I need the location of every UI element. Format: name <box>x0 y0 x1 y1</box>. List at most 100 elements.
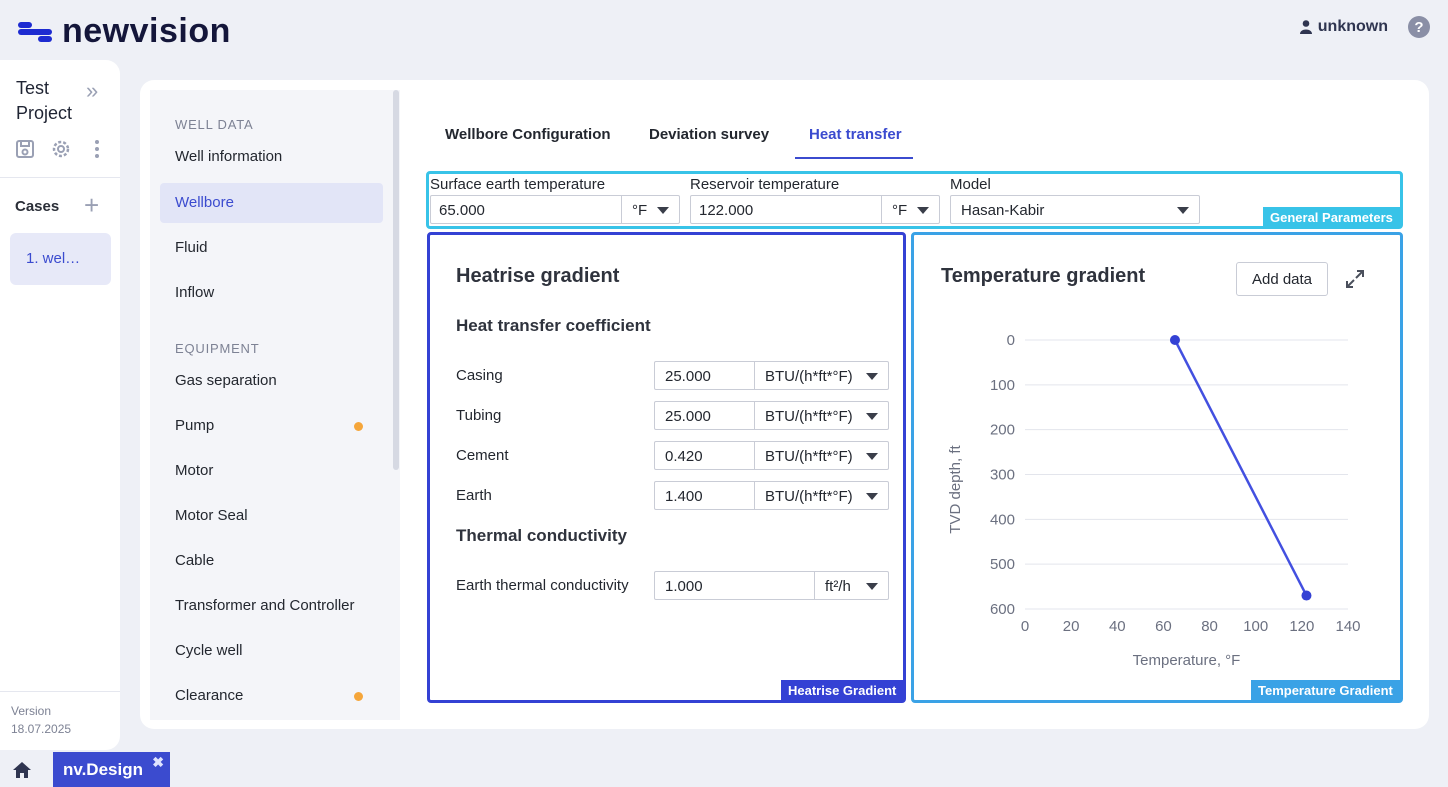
user-name: unknown <box>1317 18 1388 35</box>
x-axis-label: Temperature, °F <box>1133 652 1241 669</box>
app-tab-nv-design[interactable]: nv.Design ✖ <box>53 752 170 787</box>
tubing-coefficient-field[interactable]: 25.000 BTU/(h*ft*°F) <box>654 401 889 430</box>
earth-coefficient-field[interactable]: 1.400 BTU/(h*ft*°F) <box>654 481 889 510</box>
model-value: Hasan-Kabir <box>961 202 1045 219</box>
reservoir-temperature-unit: °F <box>892 202 908 219</box>
tubing-coefficient-value: 25.000 <box>665 408 711 425</box>
save-icon[interactable] <box>14 138 36 160</box>
nav-section-well-data: WELL DATA <box>175 117 254 132</box>
tubing-label: Tubing <box>456 407 502 424</box>
case-item[interactable]: 1. wel… <box>10 233 111 285</box>
y-tick-label: 200 <box>990 422 1015 439</box>
add-data-button[interactable]: Add data <box>1236 262 1328 296</box>
tubing-unit: BTU/(h*ft*°F) <box>765 408 853 425</box>
surface-temperature-unit-select[interactable]: °F <box>621 196 679 223</box>
heatrise-gradient-badge: Heatrise Gradient <box>781 680 904 701</box>
home-icon[interactable] <box>0 752 44 787</box>
temperature-gradient-title: Temperature gradient <box>941 265 1146 287</box>
surface-temperature-field[interactable]: 65.000 °F <box>430 195 680 224</box>
chevron-down-icon <box>917 207 929 214</box>
close-tab-icon[interactable]: ✖ <box>152 754 164 770</box>
cases-label: Cases <box>15 198 60 215</box>
earth-label: Earth <box>456 487 492 504</box>
logo[interactable]: newvision <box>18 12 231 51</box>
nav-item-label: Cycle well <box>175 642 243 659</box>
cement-label: Cement <box>456 447 509 464</box>
chevron-down-icon <box>1177 207 1189 214</box>
surface-temperature-value: 65.000 <box>439 202 485 219</box>
user-icon <box>1299 20 1312 34</box>
cement-coefficient-field[interactable]: 0.420 BTU/(h*ft*°F) <box>654 441 889 470</box>
reservoir-temperature-field[interactable]: 122.000 °F <box>690 195 940 224</box>
version-date: 18.07.2025 <box>11 722 72 736</box>
more-vertical-icon[interactable] <box>86 138 108 160</box>
reservoir-temperature-value: 122.000 <box>699 202 754 219</box>
earth-thermal-conductivity-field[interactable]: 1.000 ft²/h <box>654 571 889 600</box>
chevron-down-icon <box>866 493 878 500</box>
nav-item-wellbore[interactable]: Wellbore <box>160 183 383 223</box>
cement-unit-select[interactable]: BTU/(h*ft*°F) <box>754 442 888 469</box>
chevron-down-icon <box>866 373 878 380</box>
earth-thermal-conductivity-unit-select[interactable]: ft²/h <box>814 572 888 599</box>
cement-unit: BTU/(h*ft*°F) <box>765 448 853 465</box>
logo-text: newvision <box>62 12 231 50</box>
chevron-down-icon <box>866 583 878 590</box>
divider <box>0 691 120 692</box>
tab-deviation-survey[interactable]: Deviation survey <box>649 126 770 143</box>
version-label: Version <box>11 704 52 718</box>
nav-item-motor-seal[interactable]: Motor Seal <box>160 496 383 536</box>
nav-item-inflow[interactable]: Inflow <box>160 273 383 313</box>
casing-coefficient-field[interactable]: 25.000 BTU/(h*ft*°F) <box>654 361 889 390</box>
nav-item-transformer-and-controller[interactable]: Transformer and Controller <box>160 586 383 626</box>
nav-item-motor[interactable]: Motor <box>160 451 383 491</box>
warning-dot-icon <box>354 422 363 431</box>
settings-gear-icon[interactable] <box>50 138 72 160</box>
nav-item-label: Well information <box>175 148 283 165</box>
reservoir-temperature-label: Reservoir temperature <box>690 176 840 193</box>
project-panel: Test Project » Cases + 1. wel… Version 1… <box>0 60 120 750</box>
warning-dot-icon <box>354 692 363 701</box>
earth-thermal-conductivity-value: 1.000 <box>665 578 703 595</box>
y-tick-label: 600 <box>990 601 1015 618</box>
nav-item-well-information[interactable]: Well information <box>160 137 383 177</box>
y-tick-label: 0 <box>1007 332 1015 349</box>
earth-coefficient-value: 1.400 <box>665 488 703 505</box>
casing-unit: BTU/(h*ft*°F) <box>765 368 853 385</box>
thermal-conductivity-title: Thermal conductivity <box>456 526 627 545</box>
x-tick-label: 60 <box>1155 618 1172 635</box>
tubing-unit-select[interactable]: BTU/(h*ft*°F) <box>754 402 888 429</box>
nav-item-cycle-well[interactable]: Cycle well <box>160 631 383 671</box>
model-select[interactable]: Hasan-Kabir <box>950 195 1200 224</box>
collapse-panel-icon[interactable]: » <box>86 78 99 103</box>
active-tab-indicator <box>795 157 913 159</box>
nav-item-label: Pump <box>175 417 215 434</box>
x-tick-label: 0 <box>1021 618 1029 635</box>
nav-item-label: Transformer and Controller <box>175 597 355 614</box>
casing-unit-select[interactable]: BTU/(h*ft*°F) <box>754 362 888 389</box>
earth-unit-select[interactable]: BTU/(h*ft*°F) <box>754 482 888 509</box>
tab-heat-transfer[interactable]: Heat transfer <box>809 126 902 143</box>
tab-wellbore-configuration[interactable]: Wellbore Configuration <box>445 126 611 143</box>
nav-item-gas-separation[interactable]: Gas separation <box>160 361 383 401</box>
x-tick-label: 80 <box>1201 618 1218 635</box>
help-icon[interactable]: ? <box>1408 16 1430 38</box>
user-menu[interactable]: unknown <box>1299 18 1388 36</box>
cement-coefficient-value: 0.420 <box>665 448 703 465</box>
temperature-gradient-badge: Temperature Gradient <box>1251 680 1400 701</box>
nav-item-pump[interactable]: Pump <box>160 406 383 446</box>
add-case-icon[interactable]: + <box>84 190 100 220</box>
y-axis-label: TVD depth, ft <box>947 444 964 533</box>
nav-item-label: Wellbore <box>175 194 234 211</box>
nav-item-fluid[interactable]: Fluid <box>160 228 383 268</box>
reservoir-temperature-unit-select[interactable]: °F <box>881 196 939 223</box>
surface-temperature-label: Surface earth temperature <box>430 176 606 193</box>
nav-item-clearance[interactable]: Clearance <box>160 676 383 716</box>
nav-item-label: Clearance <box>175 687 244 704</box>
divider <box>0 177 120 178</box>
expand-icon[interactable] <box>1344 268 1366 290</box>
x-tick-label: 140 <box>1335 618 1360 635</box>
nav-scrollbar[interactable] <box>393 90 399 470</box>
x-tick-label: 40 <box>1109 618 1126 635</box>
nav-item-cable[interactable]: Cable <box>160 541 383 581</box>
heatrise-title: Heatrise gradient <box>456 265 620 287</box>
